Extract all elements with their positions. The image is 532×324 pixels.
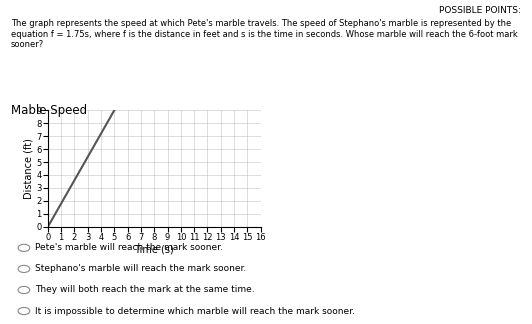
Y-axis label: Distance (ft): Distance (ft) — [23, 138, 34, 199]
Text: It is impossible to determine which marble will reach the mark sooner.: It is impossible to determine which marb… — [35, 307, 354, 316]
Text: The graph represents the speed at which Pete's marble travels. The speed of Step: The graph represents the speed at which … — [11, 19, 518, 49]
Text: Pete's marble will reach the mark sooner.: Pete's marble will reach the mark sooner… — [35, 243, 222, 252]
Text: POSSIBLE POINTS:: POSSIBLE POINTS: — [439, 6, 521, 16]
Text: They will both reach the mark at the same time.: They will both reach the mark at the sam… — [35, 285, 254, 295]
Text: Mable Speed: Mable Speed — [11, 104, 87, 117]
X-axis label: Time (s): Time (s) — [135, 245, 174, 255]
Text: Stephano's marble will reach the mark sooner.: Stephano's marble will reach the mark so… — [35, 264, 246, 273]
